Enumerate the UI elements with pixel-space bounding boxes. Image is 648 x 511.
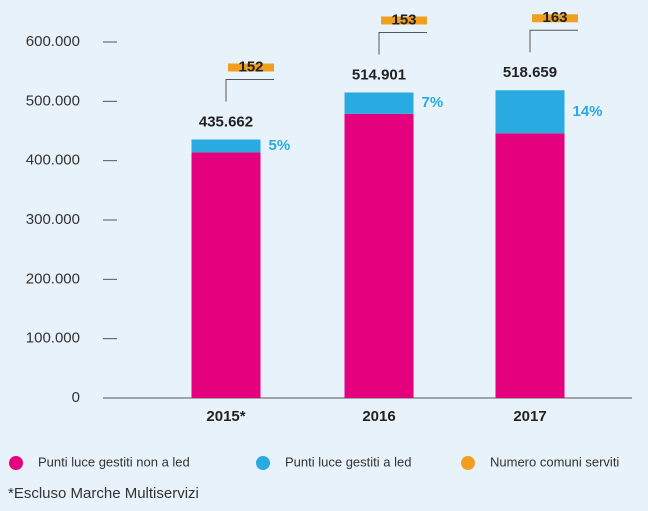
comuni-badge <box>532 14 578 23</box>
y-tick-label: 500.000 <box>26 92 80 109</box>
y-tick-label: 600.000 <box>26 33 80 50</box>
legend-label: Punti luce gestiti non a led <box>38 454 190 469</box>
led-share-label: 7% <box>422 94 444 111</box>
led-share-label: 5% <box>269 137 291 154</box>
led-share-label: 14% <box>573 103 603 120</box>
bar-segment <box>191 139 261 153</box>
y-tick-label: 300.000 <box>26 211 80 228</box>
y-tick-label: 0 <box>72 389 80 406</box>
comuni-label: 163 <box>542 9 567 26</box>
footnote: *Escluso Marche Multiservizi <box>8 485 199 502</box>
legend-label: Punti luce gestiti a led <box>285 454 411 469</box>
x-tick-label: 2016 <box>362 408 395 425</box>
comuni-badge <box>228 63 274 72</box>
legend-label: Numero comuni serviti <box>490 454 619 469</box>
bar-segment <box>344 113 414 398</box>
comuni-badge <box>381 16 427 25</box>
bracket <box>529 29 578 53</box>
y-tick-label: 100.000 <box>26 330 80 347</box>
x-tick-label: 2015* <box>206 408 245 425</box>
x-tick-label: 2017 <box>513 408 546 425</box>
y-tick-label: 200.000 <box>26 270 80 287</box>
y-tick-label: 400.000 <box>26 152 80 169</box>
bar-segment <box>344 92 414 114</box>
comuni-label: 153 <box>391 11 416 28</box>
legend-swatch <box>9 456 23 470</box>
bar-segment <box>191 152 261 398</box>
total-label: 514.901 <box>352 66 406 83</box>
comuni-label: 152 <box>238 58 263 75</box>
total-label: 435.662 <box>199 113 253 130</box>
bracket <box>225 79 274 102</box>
bracket <box>378 31 427 55</box>
legend-swatch <box>256 456 270 470</box>
bar-segment <box>495 133 565 398</box>
bar-segment <box>495 90 565 134</box>
legend-swatch <box>461 456 475 470</box>
total-label: 518.659 <box>503 64 557 81</box>
